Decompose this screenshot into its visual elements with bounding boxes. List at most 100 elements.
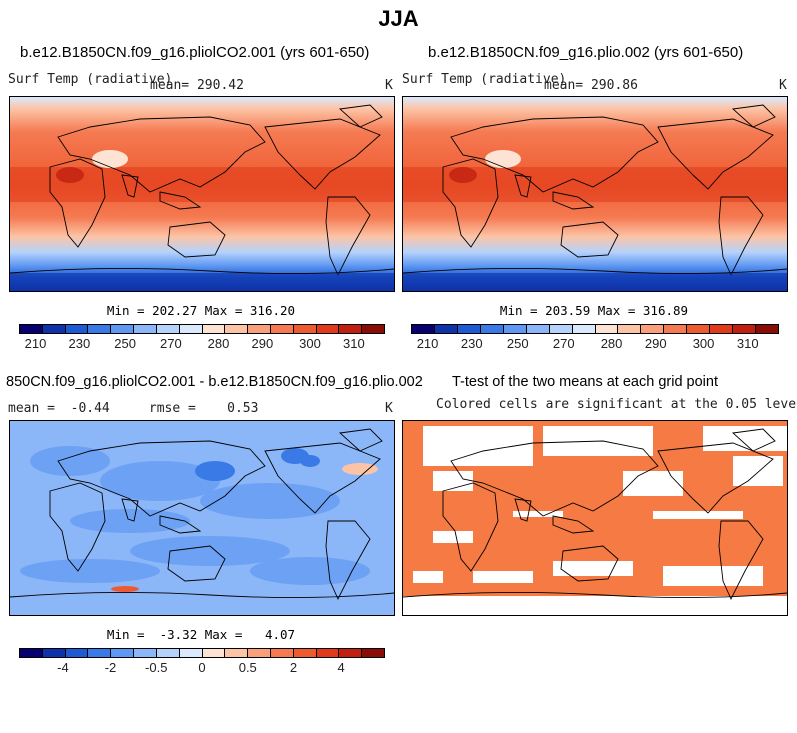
colorbar-swatch [293,649,317,657]
colorbar-swatch [42,649,66,657]
colorbar-swatch [572,325,596,333]
colorbar-tick-label: 310 [736,336,759,351]
colorbar-swatch [316,649,340,657]
colorbar-swatch [595,325,619,333]
colorbar-swatch [549,325,573,333]
coastline [49,158,106,248]
colorbar-swatch [179,325,203,333]
coastline [264,442,381,514]
coastline [450,440,659,517]
colorbar-swatch [134,325,157,333]
coastline [718,196,764,277]
colorbar-swatch [248,649,271,657]
colorbar-swatch [225,325,249,333]
colorbar-tick-label: 300 [299,336,321,351]
coastline [121,174,139,198]
colorbar-swatch [42,325,66,333]
coastline [560,545,619,582]
panel3-stats-text: mean = -0.44 rmse = 0.53 [8,401,259,416]
colorbar-swatch [20,649,43,657]
colorbar-swatch [179,649,203,657]
colorbar-tick-label: 210 [24,336,47,351]
colorbar-swatch [434,325,458,333]
colorbar-tick-label: 0.5 [238,660,257,675]
colorbar-swatch [756,325,778,333]
colorbar-swatch [202,649,226,657]
coastline [338,428,383,452]
coastline [264,118,381,190]
panel1-colorbar [19,324,385,334]
coastline [514,174,532,198]
panel3-map [9,420,395,616]
coastline [57,116,266,193]
colorbar-tick-label: 230 [68,336,91,351]
coastline [338,104,383,128]
panel2-case-title: b.e12.B1850CN.f09_g16.plio.002 (yrs 601-… [428,44,744,61]
coastline [325,520,371,601]
panel2-mean-text: mean= 290.86 [544,78,638,93]
coastline [718,520,764,601]
colorbar-swatch [641,325,665,333]
coastline [57,440,266,517]
coastline [167,545,226,582]
colorbar-swatch [618,325,642,333]
colorbar-tick-label: 230 [460,336,483,351]
colorbar-swatch [111,649,135,657]
colorbar-swatch [293,325,317,333]
colorbar-swatch [316,325,340,333]
colorbar-swatch [225,649,249,657]
coastline [514,498,532,522]
colorbar-swatch [156,649,180,657]
colorbar-swatch [65,649,89,657]
colorbar-swatch [88,649,112,657]
colorbar-swatch [156,325,180,333]
colorbar-swatch [202,325,226,333]
panel2-units: K [779,78,787,93]
coastline [450,116,659,193]
panel1-units: K [385,78,393,93]
coastline [657,118,774,190]
panel2-minmax: Min = 203.59 Max = 316.89 [499,303,689,318]
colorbar-swatch [664,325,688,333]
coastline [159,191,202,210]
colorbar-swatch [270,325,294,333]
colorbar-swatch [503,325,527,333]
panel1-map [9,96,395,292]
panel4-map [402,420,788,616]
coastline [552,191,595,210]
panel3-case-title: 850CN.f09_g16.pliolCO2.001 - b.e12.B1850… [6,374,423,390]
colorbar-tick-label: 250 [114,336,136,351]
colorbar-tick-label: 280 [207,336,230,351]
colorbar-tick-label: -4 [57,660,69,675]
panel1-mean-text: mean= 290.42 [150,78,244,93]
coastline [731,104,776,128]
panel2-variable-label: Surf Temp (radiative) [402,72,567,87]
colorbar-swatch [362,649,384,657]
panel3-minmax: Min = -3.32 Max = 4.07 [106,627,296,642]
panel4-subtitle: Colored cells are significant at the 0.0… [436,397,797,412]
colorbar-tick-label: 0 [198,660,206,675]
colorbar-tick-label: 300 [692,336,715,351]
colorbar-swatch [134,649,157,657]
panel3-colorbar [19,648,385,658]
colorbar-swatch [339,649,363,657]
panel1-case-title: b.e12.B1850CN.f09_g16.pliolCO2.001 (yrs … [20,44,370,61]
colorbar-swatch [710,325,734,333]
panel1-variable-label: Surf Temp (radiative) [8,72,173,87]
coastline [442,158,499,248]
colorbar-tick-label: 280 [600,336,623,351]
colorbar-swatch [20,325,43,333]
colorbar-swatch [339,325,363,333]
colorbar-swatch [270,649,294,657]
panel4-title: T-test of the two means at each grid poi… [452,374,718,390]
colorbar-swatch [362,325,384,333]
colorbar-tick-label: 2 [289,660,298,675]
coastline [657,442,774,514]
coastline [167,221,226,258]
coastline [121,498,139,522]
colorbar-tick-label: 310 [343,336,365,351]
colorbar-swatch [248,325,271,333]
colorbar-swatch [412,325,435,333]
colorbar-swatch [687,325,711,333]
panel2-colorbar [411,324,779,334]
